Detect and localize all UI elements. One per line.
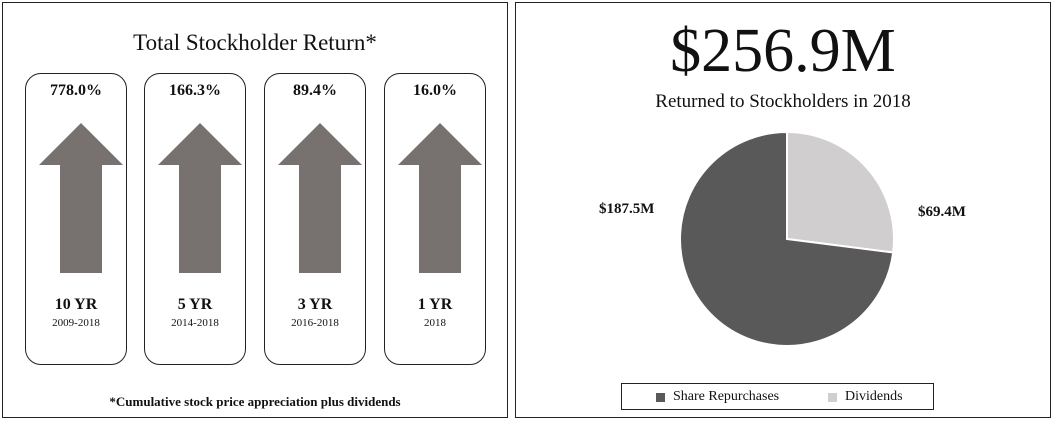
footnote: *Cumulative stock price appreciation plu…: [109, 394, 401, 409]
up-arrow-icon: [278, 123, 362, 273]
up-arrow-icon: [158, 123, 242, 273]
up-arrow-icon: [39, 123, 123, 273]
return-card-3yr: 89.4% 3 YR 2016-2018: [264, 73, 366, 365]
pie-chart: $187.5M $69.4M: [599, 130, 966, 347]
return-card-5yr: 166.3% 5 YR 2014-2018: [144, 73, 246, 365]
data-label-dividends: $69.4M: [918, 204, 966, 220]
return-date-range: 2016-2018: [291, 317, 339, 329]
panel-title: Total Stockholder Return*: [133, 30, 377, 55]
return-period: 10 YR: [54, 296, 98, 313]
up-arrow-icon: [398, 123, 482, 273]
return-period: 3 YR: [297, 296, 333, 313]
return-percent: 16.0%: [413, 82, 457, 99]
return-percent: 778.0%: [50, 82, 102, 99]
return-date-range: 2018: [424, 317, 446, 329]
return-date-range: 2014-2018: [171, 317, 219, 329]
data-label-share-repurchases: $187.5M: [599, 201, 654, 217]
legend-item-share-repurchases: Share Repurchases: [656, 389, 779, 405]
legend-item-dividends: Dividends: [828, 389, 903, 405]
return-period: 1 YR: [417, 296, 453, 313]
pie-slice-dividends: [786, 130, 895, 254]
return-percent: 89.4%: [293, 82, 337, 99]
returned-to-stockholders-panel: $256.9M Returned to Stockholders in 2018…: [515, 2, 1051, 418]
total-stockholder-return-panel: Total Stockholder Return* 778.0% 10 YR 2…: [2, 2, 508, 418]
legend-swatch: [828, 392, 837, 402]
return-date-range: 2009-2018: [52, 317, 100, 329]
return-card-10yr: 778.0% 10 YR 2009-2018: [25, 73, 127, 365]
return-percent: 166.3%: [169, 82, 221, 99]
pie-slice-share-repurchases: [679, 130, 895, 347]
return-card-1yr: 16.0% 1 YR 2018: [384, 73, 486, 365]
legend-swatch: [656, 392, 665, 402]
legend-label: Dividends: [845, 389, 903, 404]
chart-legend: Share Repurchases Dividends: [621, 383, 934, 410]
return-period: 5 YR: [177, 296, 213, 313]
chart-subtitle: Returned to Stockholders in 2018: [655, 91, 911, 112]
legend-label: Share Repurchases: [673, 389, 780, 404]
total-returned-amount: $256.9M: [670, 17, 896, 85]
